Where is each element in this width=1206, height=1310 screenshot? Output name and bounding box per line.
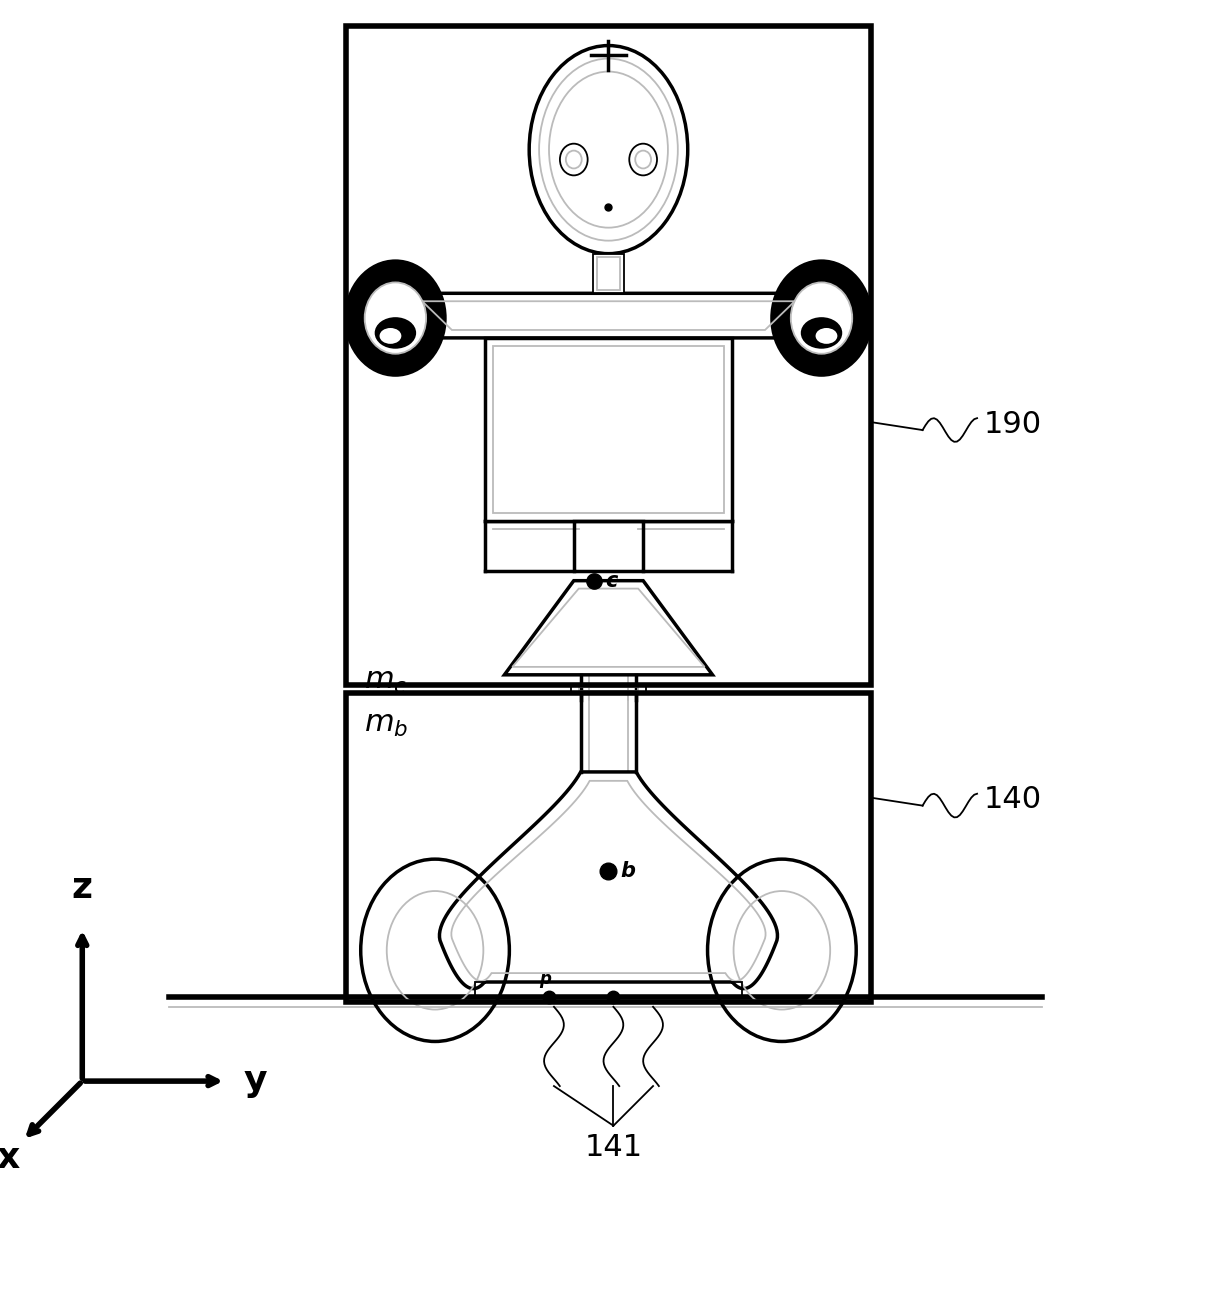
Polygon shape bbox=[410, 293, 807, 338]
Text: z: z bbox=[72, 871, 93, 905]
Bar bbox=[346, 26, 871, 685]
Text: x: x bbox=[0, 1141, 19, 1175]
Bar bbox=[485, 338, 732, 521]
Bar bbox=[346, 693, 871, 1002]
Ellipse shape bbox=[380, 328, 402, 343]
Text: y: y bbox=[244, 1064, 268, 1098]
Ellipse shape bbox=[364, 283, 426, 354]
Bar bbox=[570, 685, 646, 693]
Text: 190: 190 bbox=[984, 410, 1042, 439]
Text: $m_b$: $m_b$ bbox=[364, 710, 408, 739]
Text: c: c bbox=[605, 571, 617, 591]
Ellipse shape bbox=[630, 144, 657, 176]
Ellipse shape bbox=[560, 144, 587, 176]
Ellipse shape bbox=[375, 318, 415, 348]
Bar bbox=[592, 254, 625, 293]
Text: 141: 141 bbox=[585, 1133, 643, 1162]
Ellipse shape bbox=[529, 46, 687, 254]
Ellipse shape bbox=[802, 318, 842, 348]
Bar bbox=[475, 982, 742, 997]
Text: p: p bbox=[539, 969, 551, 988]
Ellipse shape bbox=[791, 283, 853, 354]
Bar bbox=[597, 257, 620, 291]
Ellipse shape bbox=[346, 261, 445, 375]
Ellipse shape bbox=[815, 328, 837, 343]
Bar bbox=[579, 686, 638, 690]
Text: 140: 140 bbox=[984, 785, 1042, 815]
Text: b: b bbox=[620, 861, 636, 882]
Bar bbox=[492, 346, 725, 514]
Bar bbox=[574, 521, 643, 571]
Text: $m_c$: $m_c$ bbox=[364, 667, 406, 696]
Ellipse shape bbox=[772, 261, 871, 375]
